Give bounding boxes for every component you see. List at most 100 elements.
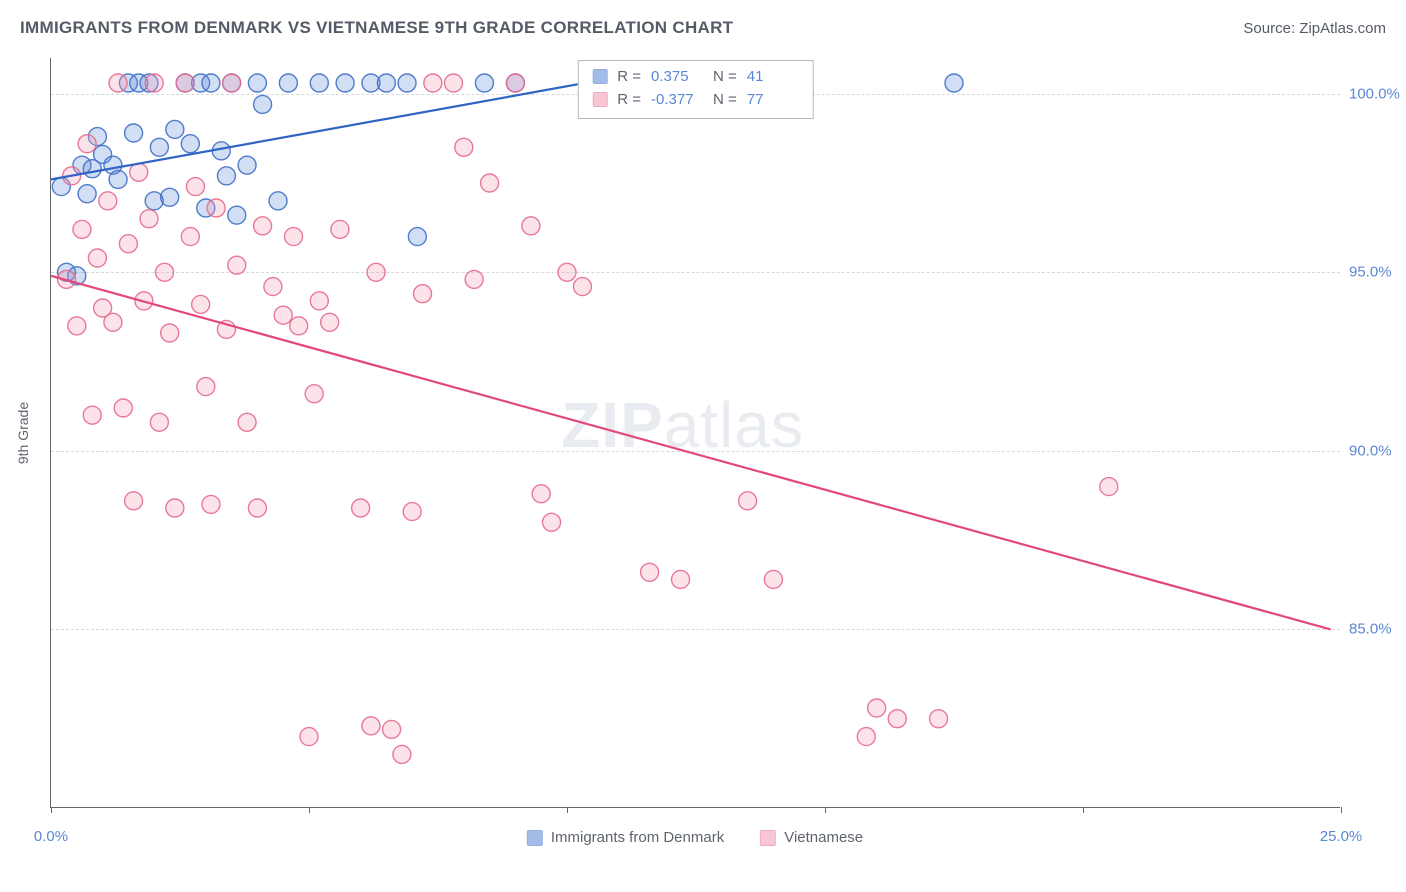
data-point bbox=[532, 485, 550, 503]
data-point bbox=[558, 263, 576, 281]
y-axis-label: 9th Grade bbox=[15, 401, 31, 463]
data-point bbox=[336, 74, 354, 92]
data-point bbox=[186, 178, 204, 196]
data-point bbox=[125, 124, 143, 142]
chart-area: 9th Grade ZIPatlas R =0.375N =41R =-0.37… bbox=[50, 58, 1340, 808]
stats-row: R =-0.377N =77 bbox=[592, 88, 799, 111]
data-point bbox=[150, 413, 168, 431]
data-point bbox=[383, 720, 401, 738]
data-point bbox=[321, 313, 339, 331]
data-point bbox=[83, 406, 101, 424]
stats-row: R =0.375N =41 bbox=[592, 65, 799, 88]
data-point bbox=[156, 263, 174, 281]
source-name: ZipAtlas.com bbox=[1299, 20, 1386, 37]
plot-region: 9th Grade ZIPatlas R =0.375N =41R =-0.37… bbox=[50, 58, 1340, 808]
stats-n-label: N = bbox=[713, 88, 737, 111]
data-point bbox=[125, 492, 143, 510]
data-point bbox=[207, 199, 225, 217]
data-point bbox=[202, 74, 220, 92]
data-point bbox=[202, 495, 220, 513]
data-point bbox=[377, 74, 395, 92]
data-point bbox=[414, 285, 432, 303]
data-point bbox=[181, 228, 199, 246]
data-point bbox=[99, 192, 117, 210]
data-point bbox=[176, 74, 194, 92]
data-point bbox=[305, 385, 323, 403]
data-point bbox=[522, 217, 540, 235]
data-point bbox=[254, 95, 272, 113]
data-point bbox=[192, 295, 210, 313]
data-point bbox=[739, 492, 757, 510]
data-point bbox=[300, 728, 318, 746]
y-tick-label: 90.0% bbox=[1349, 442, 1392, 459]
data-point bbox=[269, 192, 287, 210]
data-point bbox=[868, 699, 886, 717]
trend-line bbox=[51, 276, 1331, 630]
scatter-svg bbox=[51, 58, 1341, 808]
y-tick-label: 95.0% bbox=[1349, 264, 1392, 281]
legend-label: Vietnamese bbox=[784, 829, 863, 846]
data-point bbox=[475, 74, 493, 92]
data-point bbox=[310, 74, 328, 92]
data-point bbox=[352, 499, 370, 517]
data-point bbox=[104, 313, 122, 331]
data-point bbox=[73, 220, 91, 238]
chart-title: IMMIGRANTS FROM DENMARK VS VIETNAMESE 9T… bbox=[20, 18, 733, 38]
data-point bbox=[114, 399, 132, 417]
data-point bbox=[78, 185, 96, 203]
data-point bbox=[444, 74, 462, 92]
data-point bbox=[888, 710, 906, 728]
legend-swatch bbox=[760, 830, 776, 846]
data-point bbox=[506, 74, 524, 92]
data-point bbox=[331, 220, 349, 238]
data-point bbox=[254, 217, 272, 235]
legend-swatch bbox=[527, 830, 543, 846]
data-point bbox=[274, 306, 292, 324]
data-point bbox=[1100, 478, 1118, 496]
data-point bbox=[367, 263, 385, 281]
data-point bbox=[130, 163, 148, 181]
stats-n-label: N = bbox=[713, 65, 737, 88]
x-tick-label: 0.0% bbox=[34, 828, 68, 845]
data-point bbox=[166, 120, 184, 138]
data-point bbox=[181, 135, 199, 153]
data-point bbox=[455, 138, 473, 156]
data-point bbox=[119, 235, 137, 253]
data-point bbox=[228, 206, 246, 224]
data-point bbox=[930, 710, 948, 728]
y-tick-label: 100.0% bbox=[1349, 85, 1400, 102]
data-point bbox=[573, 278, 591, 296]
data-point bbox=[393, 745, 411, 763]
data-point bbox=[217, 167, 235, 185]
source-label: Source: bbox=[1243, 20, 1295, 37]
data-point bbox=[68, 317, 86, 335]
legend-swatch bbox=[592, 69, 607, 84]
legend-label: Immigrants from Denmark bbox=[551, 829, 724, 846]
data-point bbox=[408, 228, 426, 246]
data-point bbox=[161, 324, 179, 342]
data-point bbox=[398, 74, 416, 92]
data-point bbox=[764, 570, 782, 588]
stats-r-value: 0.375 bbox=[651, 65, 703, 88]
data-point bbox=[285, 228, 303, 246]
legend-swatch bbox=[592, 92, 607, 107]
data-point bbox=[140, 210, 158, 228]
stats-box: R =0.375N =41R =-0.377N =77 bbox=[577, 60, 814, 119]
data-point bbox=[109, 74, 127, 92]
data-point bbox=[290, 317, 308, 335]
data-point bbox=[248, 499, 266, 517]
data-point bbox=[238, 413, 256, 431]
data-point bbox=[150, 138, 168, 156]
data-point bbox=[672, 570, 690, 588]
data-point bbox=[481, 174, 499, 192]
x-tick-label: 25.0% bbox=[1320, 828, 1363, 845]
data-point bbox=[279, 74, 297, 92]
data-point bbox=[465, 270, 483, 288]
data-point bbox=[166, 499, 184, 517]
data-point bbox=[264, 278, 282, 296]
data-point bbox=[641, 563, 659, 581]
source-attribution: Source: ZipAtlas.com bbox=[1243, 20, 1386, 37]
data-point bbox=[228, 256, 246, 274]
stats-r-label: R = bbox=[617, 88, 641, 111]
data-point bbox=[223, 74, 241, 92]
